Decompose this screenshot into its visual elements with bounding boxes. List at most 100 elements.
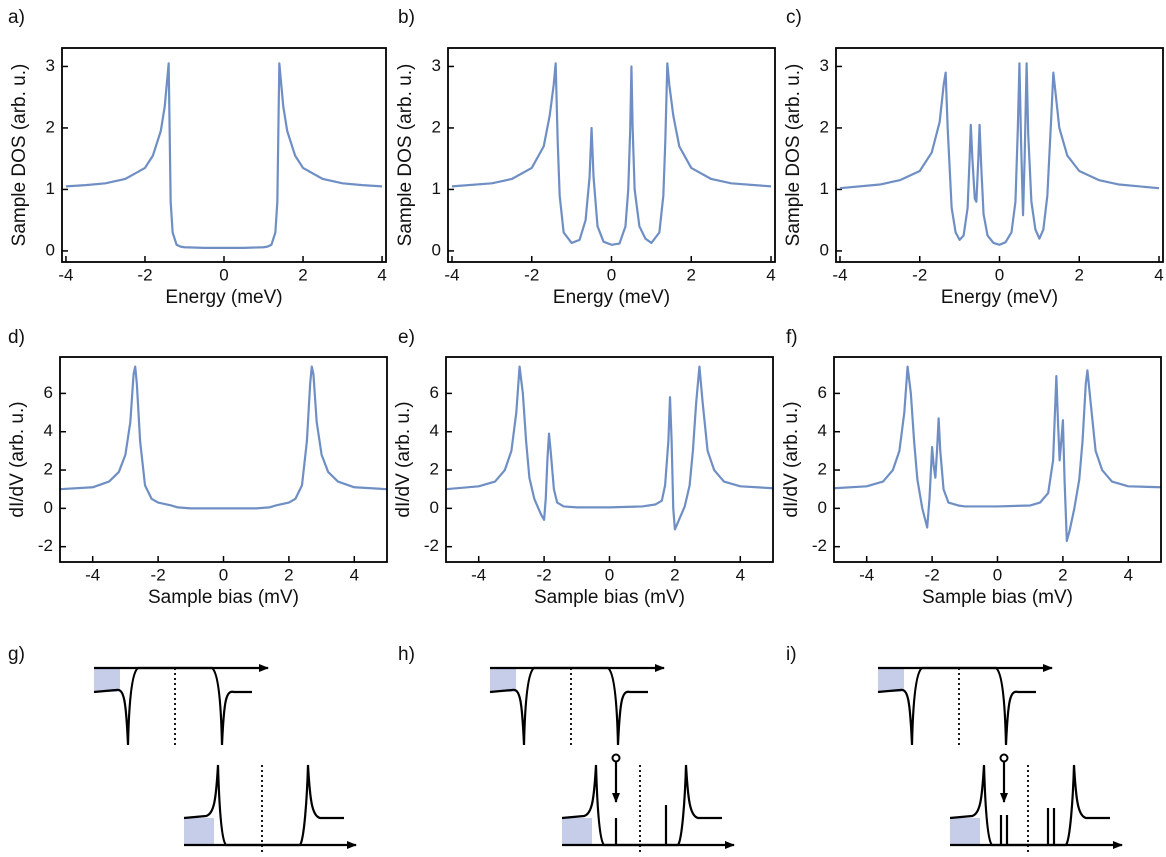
y-tick-label: 0 (818, 498, 827, 517)
x-tick-label: -4 (471, 565, 486, 584)
x-tick-label: 2 (687, 265, 696, 284)
x-axis-label: Energy (meV) (165, 287, 282, 308)
state-marker (611, 753, 621, 763)
y-tick-label: 3 (432, 56, 441, 75)
y-tick-label: 3 (46, 56, 55, 75)
y-axis-label: Sample DOS (arb. u.) (395, 64, 416, 247)
panel-label: g) (8, 644, 25, 665)
x-tick-label: -2 (137, 265, 152, 284)
y-axis-label: dI/dV (arb. u.) (7, 401, 28, 517)
tip-dos-sketch (950, 765, 1122, 852)
y-tick-label: 3 (820, 56, 829, 75)
x-tick-label: 4 (766, 265, 775, 284)
chart: d) -4 -2 0 2 4 -2 0 2 4 6 Sample bias (mV) dI/dV (ar… (7, 327, 388, 608)
chart: a) -4 -2 0 2 4 0 1 2 3 Energy (meV) Sample DOS (arb… (8, 7, 387, 308)
x-tick-label: 2 (284, 565, 293, 584)
y-axis-label: dI/dV (arb. u.) (781, 401, 802, 517)
tip-dos-sketch (562, 765, 734, 852)
plot-frame (445, 356, 774, 563)
y-tick-label: 0 (820, 240, 829, 259)
panel-label: c) (786, 7, 802, 28)
y-tick-label: 4 (430, 421, 439, 440)
x-tick-label: 0 (219, 565, 228, 584)
x-tick-label: -2 (912, 265, 927, 284)
y-tick-label: 0 (432, 240, 441, 259)
x-tick-label: -4 (859, 565, 874, 584)
y-tick-label: -2 (812, 536, 827, 555)
x-tick-label: 4 (1154, 265, 1163, 284)
data-line (65, 62, 383, 249)
sample-dos-sketch (878, 668, 1052, 745)
x-tick-label: 0 (219, 265, 228, 284)
y-tick-label: 0 (44, 498, 53, 517)
y-tick-label: 2 (44, 460, 53, 479)
panel-label: i) (786, 644, 797, 665)
y-tick-label: -2 (38, 536, 53, 555)
x-tick-label: 0 (995, 265, 1004, 284)
x-tick-label: -4 (444, 265, 459, 284)
x-tick-label: -2 (151, 565, 166, 584)
data-line (833, 365, 1162, 543)
x-tick-label: 4 (1124, 565, 1133, 584)
schematic-g: g) (8, 644, 356, 852)
x-axis-label: Energy (meV) (553, 287, 670, 308)
x-tick-label: -2 (524, 265, 539, 284)
chart: c) -4 -2 0 2 4 0 1 2 3 Energy (meV) Sample DOS (arb… (783, 7, 1164, 308)
plot-frame (59, 356, 388, 563)
schematic-i: i) (786, 644, 1122, 852)
y-tick-label: 1 (432, 179, 441, 198)
x-tick-label: 2 (298, 265, 307, 284)
x-tick-label: 0 (607, 265, 616, 284)
panel-label: b) (398, 7, 415, 28)
panel-label: e) (398, 327, 415, 348)
schematic-h: h) (398, 644, 734, 852)
y-tick-label: 0 (46, 240, 55, 259)
sample-dos-sketch (490, 668, 664, 745)
plot-frame (833, 356, 1162, 563)
data-line (451, 62, 772, 246)
chart: e) -4 -2 0 2 4 -2 0 2 4 6 Sample bias (mV) dI/dV (ar… (393, 327, 774, 608)
panel-label: a) (8, 7, 25, 28)
y-tick-label: 4 (818, 421, 827, 440)
x-axis-label: Energy (meV) (941, 287, 1058, 308)
x-tick-label: 4 (377, 265, 386, 284)
x-tick-label: -2 (537, 565, 552, 584)
charts: a) -4 -2 0 2 4 0 1 2 3 Energy (meV) Sample DOS (arb… (7, 7, 1164, 608)
x-tick-label: -4 (58, 265, 73, 284)
panel-label: h) (398, 644, 415, 665)
y-axis-label: dI/dV (arb. u.) (393, 401, 414, 517)
x-tick-label: 2 (670, 565, 679, 584)
y-tick-label: 6 (818, 383, 827, 402)
y-axis-label: Sample DOS (arb. u.) (783, 64, 804, 247)
plot-frame (61, 47, 387, 263)
y-tick-label: -2 (424, 536, 439, 555)
tip-dos-sketch (184, 765, 356, 852)
y-tick-label: 6 (44, 383, 53, 402)
panel-label: f) (786, 327, 798, 348)
y-tick-label: 2 (820, 117, 829, 136)
plot-frame (835, 47, 1164, 263)
y-tick-label: 0 (430, 498, 439, 517)
y-tick-label: 2 (46, 117, 55, 136)
x-tick-label: 2 (1075, 265, 1084, 284)
panel-label: d) (8, 327, 25, 348)
x-axis-label: Sample bias (mV) (148, 587, 299, 608)
y-tick-label: 4 (44, 421, 53, 440)
chart: f) -4 -2 0 2 4 -2 0 2 4 6 Sample bias (mV) dI/dV (ar… (781, 327, 1162, 608)
y-tick-label: 1 (46, 179, 55, 198)
data-line (445, 365, 774, 531)
y-tick-label: 2 (818, 460, 827, 479)
x-tick-label: 0 (993, 565, 1002, 584)
x-tick-label: 4 (350, 565, 359, 584)
y-axis-label: Sample DOS (arb. u.) (9, 64, 30, 247)
chart: b) -4 -2 0 2 4 0 1 2 3 Energy (meV) Sample DOS (arb… (395, 7, 776, 308)
x-tick-label: 4 (736, 565, 745, 584)
y-tick-label: 2 (432, 117, 441, 136)
y-tick-label: 2 (430, 460, 439, 479)
x-axis-label: Sample bias (mV) (922, 587, 1073, 608)
x-axis-label: Sample bias (mV) (534, 587, 685, 608)
x-tick-label: -4 (832, 265, 847, 284)
sample-dos-sketch (94, 668, 268, 745)
data-line (839, 62, 1160, 246)
